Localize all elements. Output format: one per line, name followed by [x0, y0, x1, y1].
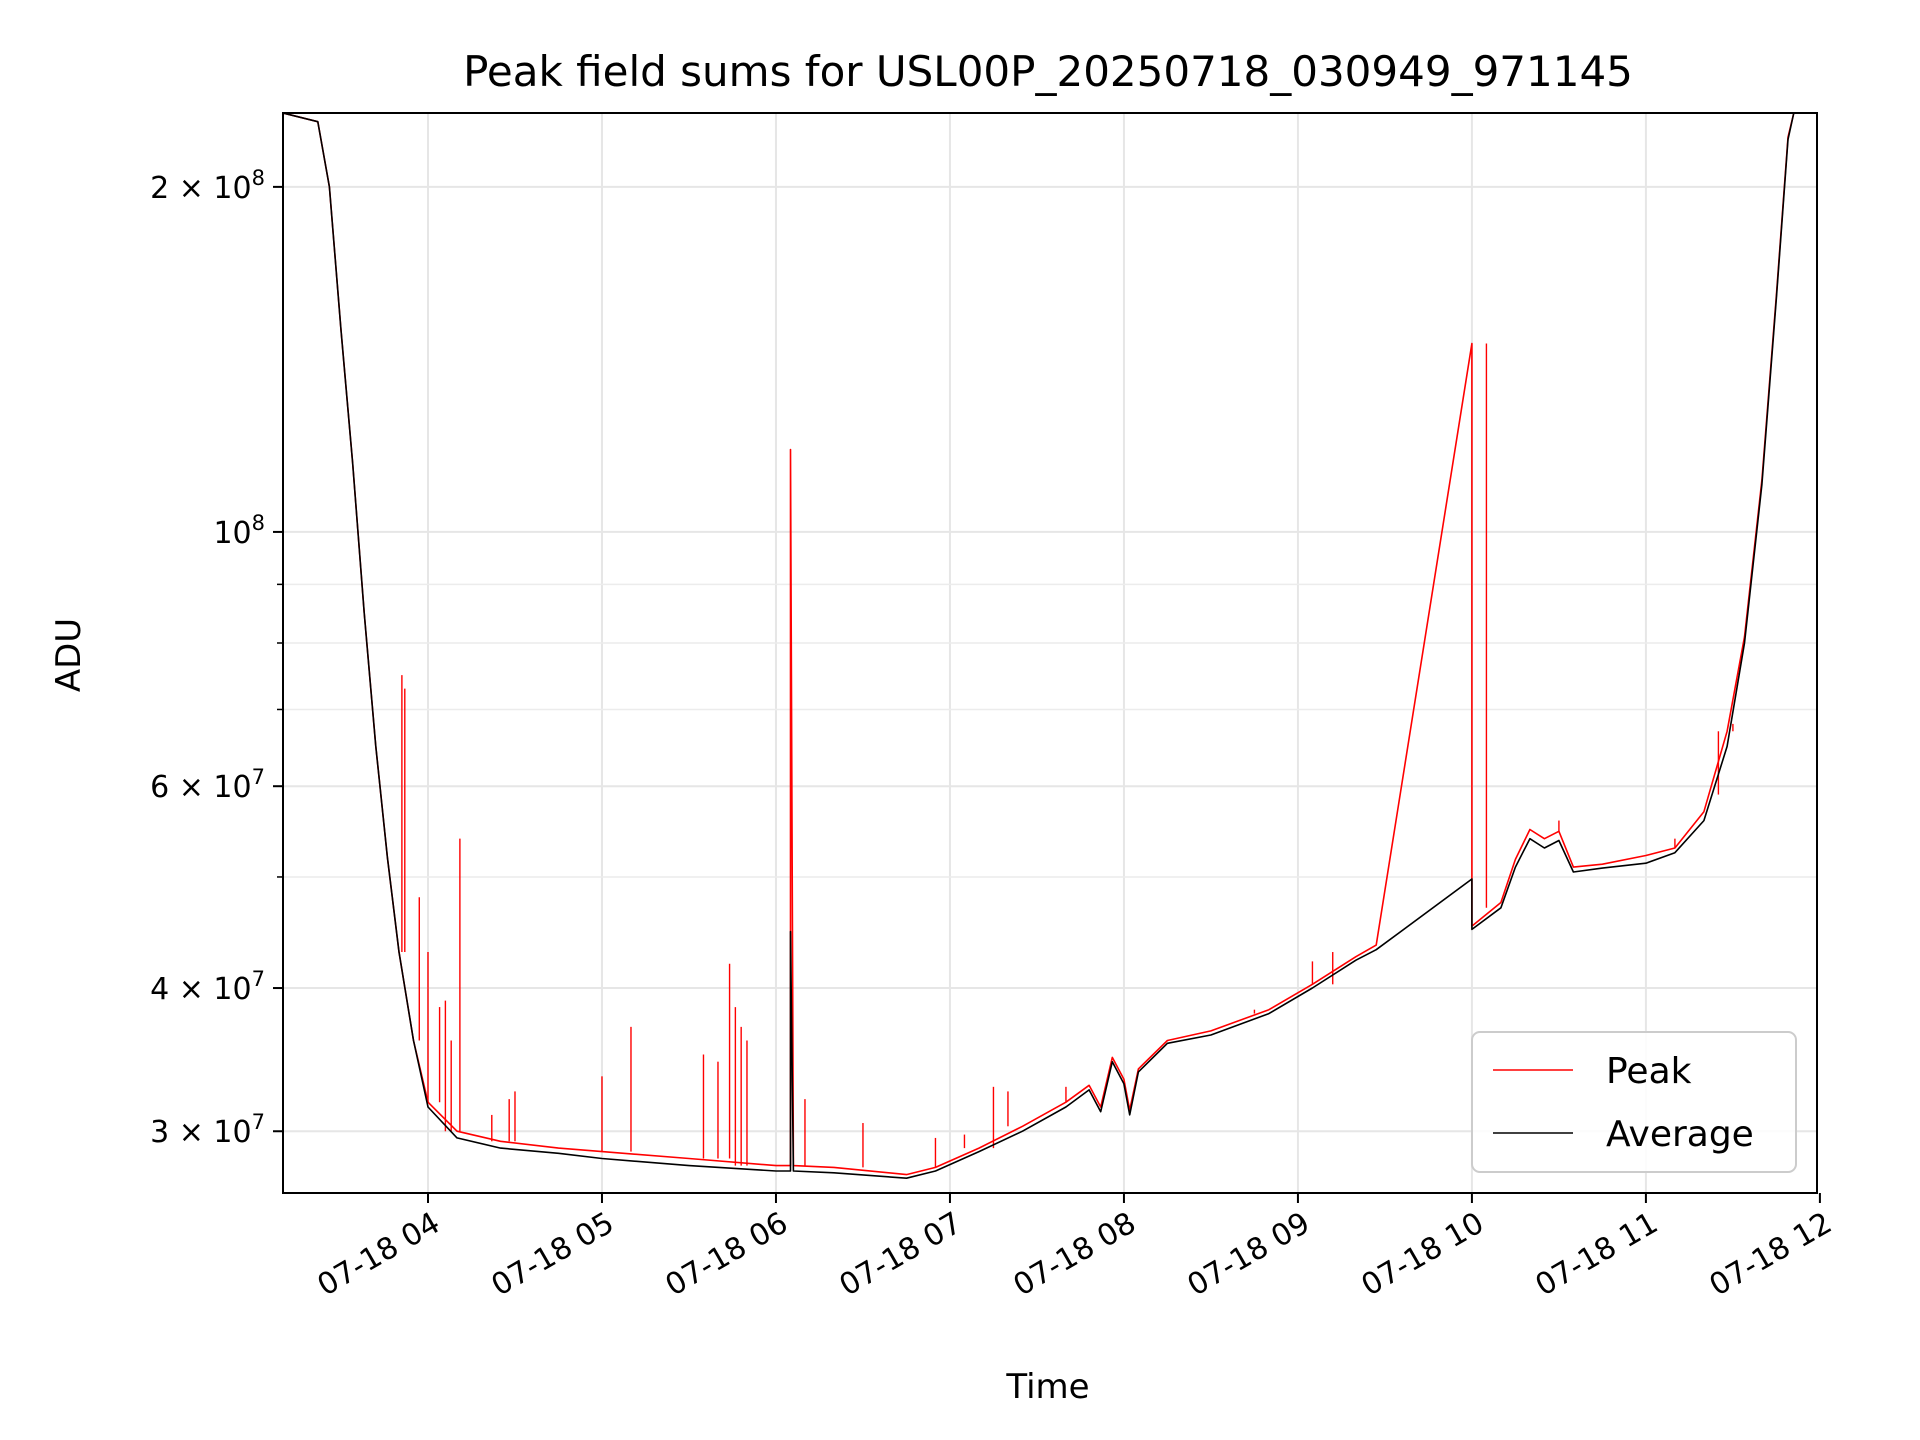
x-tick-label: 07-18 05: [486, 1206, 620, 1304]
x-tick-label: 07-18 07: [834, 1206, 968, 1304]
series-layer: [283, 113, 1817, 1179]
legend-box: [1471, 1031, 1797, 1173]
series-line-peak: [283, 113, 1817, 1176]
chart-title: Peak field sums for USL00P_20250718_0309…: [463, 47, 1633, 96]
x-tick-label: 07-18 10: [1356, 1206, 1490, 1304]
grid: [283, 113, 1817, 1193]
y-tick-label: 4 × 107: [150, 967, 265, 1007]
plot-frame: [282, 112, 1818, 1194]
y-tick-label: 2 × 108: [150, 166, 265, 206]
x-tick-label: 07-18 04: [312, 1206, 446, 1304]
y-axis: 3 × 107 4 × 107 6 × 107 108 2 × 108: [150, 166, 283, 1150]
x-axis: 07-18 04 07-18 05 07-18 06 07-18 07 07-18 08…: [312, 1193, 1838, 1303]
y-axis-title: ADU: [49, 618, 89, 692]
legend-label-average: Average: [1606, 1114, 1754, 1155]
x-axis-title: Time: [1005, 1367, 1089, 1407]
x-tick-label: 07-18 12: [1704, 1206, 1838, 1304]
x-tick-label: 07-18 09: [1182, 1206, 1316, 1304]
y-tick-label: 108: [213, 511, 265, 551]
legend: Peak Average: [1471, 1031, 1797, 1173]
series-line-average: [283, 113, 1817, 1179]
x-tick-label: 07-18 11: [1530, 1206, 1664, 1304]
x-tick-label: 07-18 06: [660, 1206, 794, 1304]
y-tick-label: 6 × 107: [150, 765, 265, 805]
x-tick-label: 07-18 08: [1008, 1206, 1142, 1304]
legend-label-peak: Peak: [1606, 1051, 1692, 1092]
y-tick-label: 3 × 107: [150, 1110, 265, 1150]
